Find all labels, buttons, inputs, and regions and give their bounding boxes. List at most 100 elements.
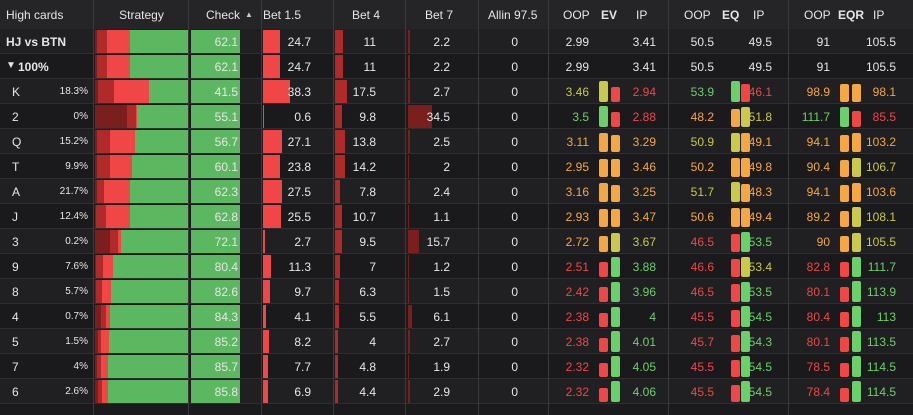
eq-ip-value: 54.3 — [734, 329, 772, 354]
ev-oop-value-text: 2.32 — [565, 384, 589, 399]
card-label-text: 7 — [12, 359, 19, 374]
eqr-oop-value: 94.1 — [790, 129, 830, 154]
bet15-value: 24.7 — [263, 54, 311, 79]
allin-value-text: 0 — [511, 159, 518, 174]
bet4-bar — [335, 180, 341, 203]
sort-asc-icon[interactable]: ▲ — [245, 10, 253, 19]
card-frequency-text: 15.2% — [59, 136, 88, 147]
ev-ip-value-text: 4 — [649, 309, 656, 324]
bet4-value: 7 — [335, 254, 376, 279]
ev-ip-indicator — [611, 209, 620, 227]
table-row[interactable]: 5 1.5% 85.2 8.2 4 2.7 0 2.38 4.01 45.7 54.3 80.1 113… — [0, 329, 913, 354]
ev-oop-indicator — [599, 106, 608, 127]
card-frequency: 1.5% — [40, 329, 88, 354]
strategy-seg-check — [108, 330, 188, 353]
header-strategy-text: Strategy — [119, 7, 164, 22]
check-bar — [191, 130, 240, 153]
eqr-ip-indicator — [852, 207, 861, 227]
eqr-oop-value: 91 — [790, 29, 830, 54]
table-row[interactable]: K 18.3% 41.5 38.3 17.5 2.7 0 3.46 2.94 53.9 46.1 98… — [0, 79, 913, 104]
bet15-value-text: 27.1 — [287, 134, 311, 149]
bet7-bar — [408, 205, 409, 228]
eqr-oop-value-text: 80.1 — [806, 334, 830, 349]
bet4-value: 6.3 — [335, 279, 376, 304]
eqr-ip-value-text: 98.1 — [872, 84, 896, 99]
bet4-value: 13.8 — [335, 129, 376, 154]
bet7-value: 2.7 — [408, 79, 450, 104]
check-value-text: 60.1 — [214, 159, 238, 174]
table-row[interactable]: 7 4% 85.7 7.7 4.8 1.9 0 2.32 4.05 45.5 54.5 78.5 114… — [0, 354, 913, 379]
ev-oop-value: 2.72 — [545, 229, 589, 254]
eqr-oop-value: 111.7 — [790, 104, 830, 129]
eq-oop-value-text: 45.5 — [690, 309, 714, 324]
bet4-bar — [335, 155, 345, 178]
strategy-seg-bet4 — [97, 330, 102, 353]
check-bar — [191, 230, 240, 253]
header-bet7[interactable]: Bet 7 — [425, 0, 485, 29]
card-frequency: 9.9% — [40, 154, 88, 179]
strategy-seg-bet15 — [105, 305, 110, 328]
eqr-ip-value: 106.7 — [860, 154, 896, 179]
table-row[interactable]: 9 7.6% 80.4 11.3 7 1.2 0 2.51 3.88 46.6 53.4 82.8 11… — [0, 254, 913, 279]
strategy-seg-bet15 — [101, 380, 109, 403]
card-label-text: 3 — [12, 234, 19, 249]
eqr-oop-indicator — [840, 337, 849, 352]
strategy-seg-check — [136, 105, 188, 128]
header-eqr-ip: IP — [873, 0, 893, 29]
eq-oop-value: 46.6 — [670, 254, 714, 279]
header-high-cards[interactable]: High cards — [6, 0, 96, 29]
eq-oop-value-text: 45.7 — [690, 334, 714, 349]
row-divider — [0, 378, 913, 379]
eqr-ip-indicator — [852, 133, 861, 152]
header-bet15[interactable]: Bet 1.5 — [263, 0, 333, 29]
table-row[interactable]: 2 0% 55.1 0.6 9.8 34.5 0 3.5 2.88 48.2 51.8 111.7 85… — [0, 104, 913, 129]
check-bar — [191, 180, 240, 203]
table-row[interactable]: 8 5.7% 82.6 9.7 6.3 1.5 0 2.42 3.96 46.5 53.5 80.1 1… — [0, 279, 913, 304]
bet7-value-text: 15.7 — [426, 234, 450, 249]
bet15-bar — [263, 255, 271, 278]
card-frequency-text: 9.9% — [65, 161, 88, 172]
eqr-ip-value: 105.5 — [860, 54, 896, 79]
ev-oop-value-text: 3.16 — [565, 184, 589, 199]
eq-oop-value: 50.5 — [670, 54, 714, 79]
summary-row[interactable]: ▼ 100% 62.1 24.7 11 2.2 0 2.99 3.41 50.5 49.5 91 105… — [0, 54, 913, 79]
eq-oop-value: 46.5 — [670, 229, 714, 254]
bet4-value: 4.8 — [335, 354, 376, 379]
header-eq-oop: OOP — [684, 0, 714, 29]
ev-ip-indicator — [611, 306, 620, 327]
bet15-value: 38.3 — [263, 79, 311, 104]
filter-icon[interactable]: ▼ — [6, 60, 16, 71]
bet4-bar — [335, 280, 340, 303]
table-row[interactable]: Q 15.2% 56.7 27.1 13.8 2.5 0 3.11 3.29 50.9 49.1 94… — [0, 129, 913, 154]
header-check[interactable]: Check ▲ — [206, 0, 261, 29]
bet4-value: 7.8 — [335, 179, 376, 204]
table-row[interactable]: 4 0.7% 84.3 4.1 5.5 6.1 0 2.38 4 45.5 54.5 80.4 113 — [0, 304, 913, 329]
table-row[interactable]: T 9.9% 60.1 23.8 14.2 2 0 2.95 3.46 50.2 49.8 90.4 1… — [0, 154, 913, 179]
strategy-bar — [95, 30, 188, 53]
ev-oop-value-text: 2.99 — [565, 59, 589, 74]
table-row[interactable]: 3 0.2% 72.1 2.7 9.5 15.7 0 2.72 3.67 46.5 53.5 90 10… — [0, 229, 913, 254]
eq-ip-indicator — [741, 331, 750, 352]
ev-oop-value: 2.32 — [545, 379, 589, 404]
eq-oop-indicator — [731, 81, 740, 102]
ev-oop-value: 2.38 — [545, 329, 589, 354]
eq-oop-value: 45.5 — [670, 354, 714, 379]
table-row[interactable]: A 21.7% 62.3 27.5 7.8 2.4 0 3.16 3.25 51.7 48.3 94.… — [0, 179, 913, 204]
eq-ip-value: 49.8 — [734, 154, 772, 179]
table-row[interactable]: J 12.4% 62.8 25.5 10.7 1.1 0 2.93 3.47 50.6 49.4 89… — [0, 204, 913, 229]
table-row[interactable]: 6 2.6% 85.8 6.9 4.4 2.9 0 2.32 4.06 45.5 54.5 78.4 1… — [0, 379, 913, 404]
eqr-oop-value: 82.8 — [790, 254, 830, 279]
strategy-seg-bet7 — [95, 280, 97, 303]
summary-row[interactable]: HJ vs BTN 62.1 24.7 11 2.2 0 2.99 3.41 50.5 49.5 9… — [0, 29, 913, 54]
bet15-value-text: 25.5 — [287, 209, 311, 224]
ev-oop-value-text: 2.95 — [565, 159, 589, 174]
bet4-bar — [335, 255, 340, 278]
bet15-value-text: 2.7 — [294, 234, 311, 249]
header-allin[interactable]: Allin 97.5 — [488, 0, 548, 29]
check-bar — [191, 305, 240, 328]
ev-oop-indicator — [599, 235, 608, 252]
bet4-value: 9.5 — [335, 229, 376, 254]
header-bet4[interactable]: Bet 4 — [352, 0, 412, 29]
bet15-bar — [263, 330, 269, 353]
bet4-value: 14.2 — [335, 154, 376, 179]
